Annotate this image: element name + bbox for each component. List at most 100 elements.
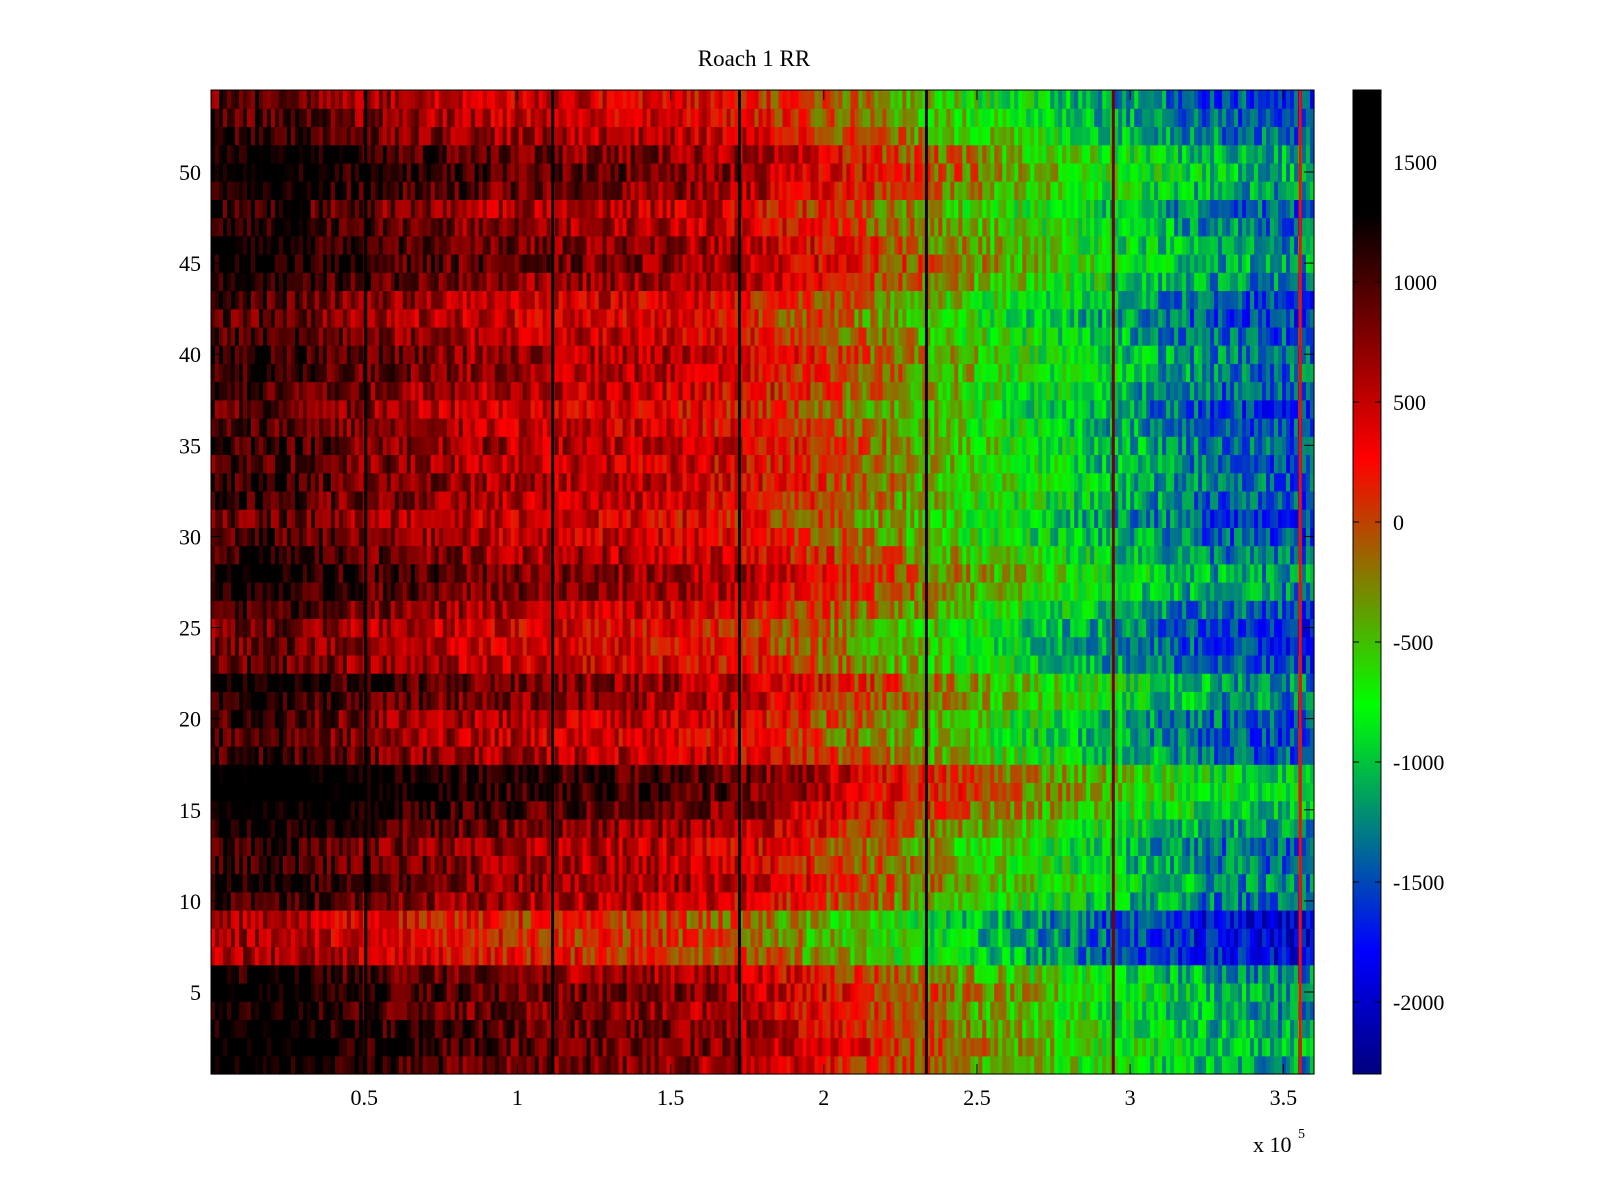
heatmap-cell [974, 1019, 979, 1039]
heatmap-cell [478, 910, 484, 929]
heatmap-cell [594, 746, 600, 765]
heatmap-cell [354, 800, 360, 820]
heatmap-cell [742, 818, 748, 838]
heatmap-cell [1246, 1055, 1251, 1075]
heatmap-cell [482, 818, 488, 838]
heatmap-cell [1186, 855, 1191, 875]
heatmap-cell [1190, 764, 1195, 784]
heatmap-cell [1090, 946, 1095, 966]
heatmap-cell [562, 1037, 568, 1057]
heatmap-cell [710, 1001, 716, 1020]
heatmap-cell [318, 855, 324, 875]
heatmap-cell [1010, 1019, 1015, 1039]
heatmap-cell [650, 964, 656, 984]
heatmap-cell [382, 928, 388, 948]
heatmap-cell [326, 910, 332, 929]
heatmap-cell [802, 1055, 808, 1075]
heatmap-cell [566, 855, 572, 875]
heatmap-cell [986, 746, 991, 765]
heatmap-cell [1182, 910, 1187, 929]
heatmap-cell [1222, 818, 1227, 838]
heatmap-cell [762, 1019, 768, 1039]
heatmap-cell [666, 1055, 672, 1075]
heatmap-cell [862, 782, 868, 802]
heatmap-cell [1042, 782, 1047, 802]
heatmap-cell [606, 982, 612, 1002]
heatmap-cell [734, 764, 740, 784]
heatmap-cell [358, 928, 364, 948]
heatmap-cell [714, 837, 720, 856]
heatmap-cell [266, 1055, 272, 1075]
heatmap-cell [1094, 837, 1099, 856]
heatmap-cell [262, 1001, 268, 1020]
heatmap-cell [918, 782, 923, 802]
heatmap-cell [1082, 1055, 1087, 1075]
heatmap-cell [558, 837, 564, 856]
heatmap-cell [418, 1055, 424, 1075]
heatmap-cell [802, 982, 808, 1002]
heatmap-cell [1142, 1055, 1147, 1075]
heatmap-cell [674, 964, 680, 984]
heatmap-cell [618, 964, 624, 984]
heatmap-cell [370, 1055, 376, 1075]
heatmap-cell [338, 818, 344, 838]
heatmap-cell [1046, 837, 1051, 856]
heatmap-cell [810, 928, 816, 948]
heatmap-cell [814, 1055, 820, 1075]
heatmap-cell [422, 800, 428, 820]
heatmap-cell [1310, 1019, 1315, 1039]
heatmap-cell [1138, 928, 1143, 948]
heatmap-cell [266, 818, 272, 838]
heatmap-cell [918, 964, 923, 984]
heatmap-cell [1202, 1055, 1207, 1075]
heatmap-cell [1178, 818, 1183, 838]
heatmap-cell [502, 1001, 508, 1020]
heatmap-cell [1146, 855, 1151, 875]
heatmap-cell [238, 800, 244, 820]
heatmap-cell [514, 1037, 520, 1057]
heatmap-cell [1218, 764, 1223, 784]
heatmap-cell [558, 1037, 564, 1057]
heatmap-cell [1130, 910, 1135, 929]
heatmap-cell [686, 1037, 692, 1057]
heatmap-cell [938, 873, 943, 893]
heatmap-cell [254, 837, 260, 856]
heatmap-cell [762, 982, 768, 1002]
heatmap-cell [270, 1037, 276, 1057]
heatmap-cell [1234, 891, 1239, 911]
heatmap-cell [1026, 837, 1031, 856]
heatmap-cell [898, 800, 903, 820]
heatmap-cell [438, 964, 444, 984]
heatmap-cell [322, 982, 328, 1002]
heatmap-cell [1210, 1019, 1215, 1039]
heatmap-cell [898, 928, 903, 948]
heatmap-cell [1174, 837, 1179, 856]
heatmap-cell [1094, 818, 1099, 838]
heatmap-cell [1194, 855, 1199, 875]
heatmap-cell [574, 982, 580, 1002]
heatmap-cell [314, 727, 320, 747]
heatmap-cell [674, 746, 680, 765]
heatmap-cell [218, 800, 224, 820]
heatmap-cell [394, 800, 400, 820]
heatmap-cell [282, 800, 288, 820]
heatmap-cell [414, 873, 420, 893]
heatmap-cell [942, 837, 947, 856]
heatmap-cell [702, 746, 708, 765]
heatmap-cell [986, 1019, 991, 1039]
heatmap-cell [642, 1019, 648, 1039]
heatmap-cell [1010, 746, 1015, 765]
heatmap-cell [670, 982, 676, 1002]
heatmap-cell [862, 818, 868, 838]
heatmap-cell [1086, 1019, 1091, 1039]
heatmap-cell [266, 800, 272, 820]
heatmap-cell [1054, 891, 1059, 911]
heatmap-cell [614, 982, 620, 1002]
heatmap-cell [886, 746, 891, 765]
heatmap-cell [242, 764, 248, 784]
heatmap-cell [294, 1037, 300, 1057]
heatmap-cell [1202, 782, 1207, 802]
heatmap-cell [1234, 746, 1239, 765]
heatmap-cell [746, 1019, 752, 1039]
heatmap-cell [974, 873, 979, 893]
